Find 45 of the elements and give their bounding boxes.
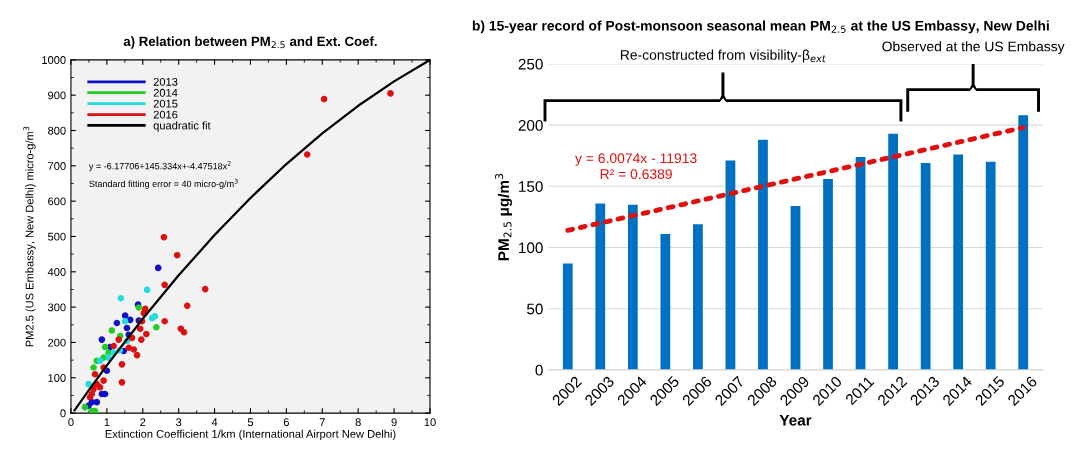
x-axis-title: Extinction Coefficient 1/km (International Airport New Delhi) — [105, 429, 396, 441]
annotation: Standard fitting error = 40 micro-g/m$^{3}$ — [89, 178, 238, 189]
y-tick-label: 200 — [518, 119, 543, 131]
y-tick-label: 0 — [60, 409, 66, 418]
x-tick-label: 3 — [176, 418, 182, 427]
y-tick-label: 100 — [519, 242, 543, 254]
x-tick-label: 5 — [247, 418, 254, 427]
y-axis-title: PM2.5 (US Embassy, New Delhi) micro-g/m$^{3}$ — [23, 126, 36, 347]
legend-label: 2014 — [153, 88, 178, 97]
x-tick-label: 8 — [355, 418, 361, 427]
chart-title: b) 15-year record of Post-monsoon seasonal mean PM$_{2.5}$ at the US Embassy, New Delhi — [472, 20, 1049, 34]
legend-label: 2016 — [153, 110, 178, 119]
y-tick-label: 300 — [47, 303, 66, 312]
x-tick-label: 7 — [319, 418, 325, 427]
text: Observed at the US Embassy — [882, 41, 1065, 55]
x-tick-label: 2 — [140, 418, 146, 427]
y-tick-label: 250 — [518, 58, 543, 70]
annotation: R² = 0.6389 — [600, 169, 672, 180]
y-axis-title: PM$_{2.5}$ μg/m$^{3}$ — [495, 173, 513, 261]
x-tick-label: 1 — [104, 418, 110, 427]
x-tick-label: 10 — [424, 418, 436, 427]
x-tick-label: 6 — [283, 418, 289, 427]
y-tick-label: 0 — [535, 364, 543, 376]
legend-label: 2013 — [153, 77, 178, 86]
y-tick-label: 600 — [48, 197, 66, 206]
x-tick-label: 9 — [391, 418, 397, 427]
y-tick-label: 150 — [519, 181, 543, 192]
annotation: y = 6.0074x - 11913 — [575, 153, 697, 166]
y-tick-label: 400 — [47, 268, 66, 276]
x-tick-label: 4 — [211, 418, 218, 427]
annotation: y = -6.17706+145.334x+-4.47518x$^{2}$ — [88, 161, 231, 172]
legend-label: 2015 — [153, 99, 178, 108]
x-tick-label: 0 — [68, 418, 74, 427]
y-tick-label: 900 — [48, 91, 66, 100]
legend-label: quadratic fit — [153, 121, 211, 132]
text: Re-constructed from visibility-β$_{ext}$ — [620, 49, 826, 63]
chart-title: a) Relation between PM$_{2.5}$ and Ext. Coef. — [123, 36, 377, 49]
y-tick-label: 500 — [48, 232, 66, 241]
y-tick-label: 700 — [48, 162, 66, 170]
x-axis-title: Year — [779, 414, 812, 426]
y-tick-label: 800 — [48, 126, 66, 135]
y-tick-label: 100 — [48, 374, 66, 382]
y-tick-label: 200 — [48, 338, 66, 347]
y-tick-label: 50 — [527, 303, 543, 315]
y-tick-label: 1000 — [42, 56, 66, 64]
